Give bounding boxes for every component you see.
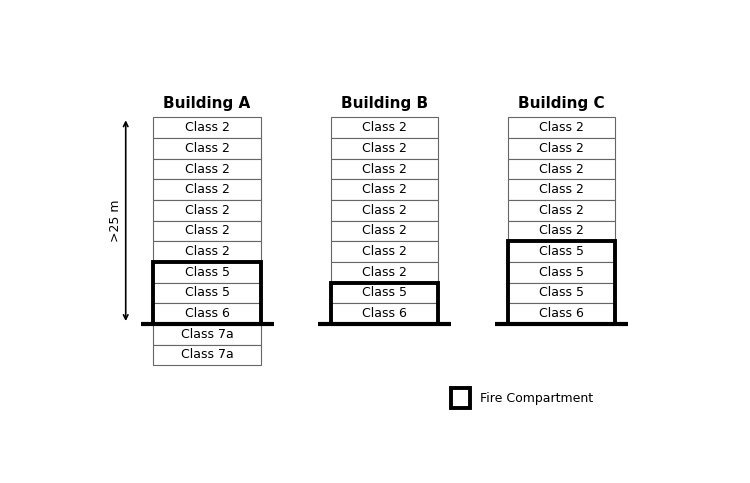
Bar (331, 200, 438, 221)
Bar (508, 303, 616, 324)
Text: Class 2: Class 2 (362, 121, 407, 134)
Text: Class 2: Class 2 (184, 142, 230, 155)
Bar (508, 179, 616, 200)
Bar (153, 221, 261, 242)
Text: Class 2: Class 2 (539, 121, 584, 134)
Text: Class 7a: Class 7a (181, 348, 233, 361)
Text: Class 2: Class 2 (362, 163, 407, 175)
Text: Class 5: Class 5 (362, 286, 407, 299)
Text: Fire Compartment: Fire Compartment (480, 392, 593, 405)
Bar (508, 200, 616, 221)
Bar (508, 242, 616, 262)
Bar (331, 159, 438, 179)
Bar (331, 221, 438, 242)
Bar (452, 388, 470, 409)
Text: >25 m: >25 m (109, 199, 122, 242)
Text: Class 2: Class 2 (184, 183, 230, 196)
Bar (331, 138, 438, 159)
Text: Class 2: Class 2 (184, 204, 230, 217)
Text: Class 2: Class 2 (184, 121, 230, 134)
Bar (153, 303, 261, 324)
Bar (153, 242, 261, 262)
Bar (331, 242, 438, 262)
Bar (153, 200, 261, 221)
Text: Class 7a: Class 7a (181, 327, 233, 341)
Text: Class 2: Class 2 (184, 225, 230, 238)
Bar (153, 117, 261, 138)
Text: Class 5: Class 5 (184, 266, 230, 279)
Text: Class 5: Class 5 (184, 286, 230, 299)
Bar (331, 262, 438, 283)
Bar (508, 283, 616, 303)
Bar (153, 159, 261, 179)
Bar (331, 283, 438, 324)
Bar (153, 179, 261, 200)
Bar (508, 221, 616, 242)
Text: Class 5: Class 5 (539, 266, 584, 279)
Text: Building A: Building A (164, 96, 250, 111)
Text: Class 2: Class 2 (362, 225, 407, 238)
Bar (153, 324, 261, 344)
Text: Class 2: Class 2 (539, 204, 584, 217)
Bar (508, 262, 616, 283)
Text: Class 2: Class 2 (539, 163, 584, 175)
Text: Class 2: Class 2 (539, 225, 584, 238)
Bar (508, 138, 616, 159)
Text: Building C: Building C (518, 96, 605, 111)
Bar (508, 159, 616, 179)
Bar (331, 117, 438, 138)
Text: Class 6: Class 6 (539, 307, 584, 320)
Bar (508, 242, 616, 324)
Text: Class 6: Class 6 (184, 307, 230, 320)
Bar (153, 283, 261, 303)
Text: Class 2: Class 2 (362, 245, 407, 258)
Bar (331, 303, 438, 324)
Bar (153, 262, 261, 283)
Text: Class 2: Class 2 (362, 183, 407, 196)
Text: Class 2: Class 2 (362, 266, 407, 279)
Text: Class 2: Class 2 (184, 245, 230, 258)
Bar (331, 283, 438, 303)
Bar (153, 262, 261, 324)
Text: Class 5: Class 5 (539, 245, 584, 258)
Text: Class 6: Class 6 (362, 307, 407, 320)
Bar (331, 179, 438, 200)
Bar (153, 138, 261, 159)
Text: Building B: Building B (340, 96, 428, 111)
Text: Class 2: Class 2 (539, 142, 584, 155)
Text: Class 5: Class 5 (539, 286, 584, 299)
Bar (153, 344, 261, 365)
Bar (508, 117, 616, 138)
Text: Class 2: Class 2 (362, 142, 407, 155)
Text: Class 2: Class 2 (362, 204, 407, 217)
Text: Class 2: Class 2 (539, 183, 584, 196)
Text: Class 2: Class 2 (184, 163, 230, 175)
